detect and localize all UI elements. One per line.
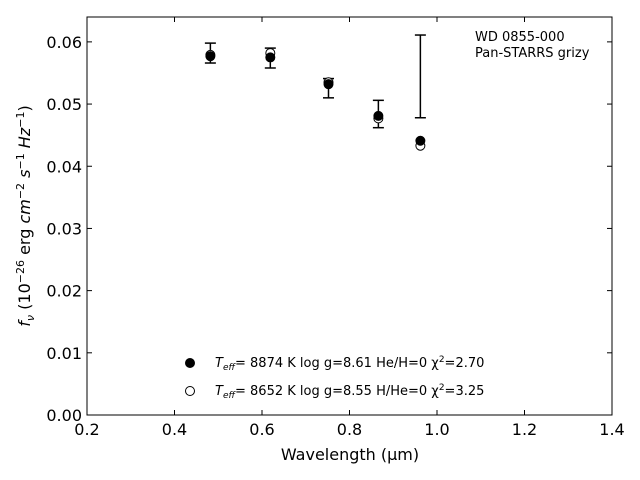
y-tick-label: 0.01	[46, 344, 82, 363]
error-bars	[204, 34, 426, 129]
x-tick-label: 0.2	[74, 420, 99, 439]
legend-marker-filled	[185, 358, 195, 368]
data-point-filled	[205, 51, 216, 62]
y-tick-label: 0.04	[46, 157, 82, 176]
x-tick-label: 1.2	[512, 420, 537, 439]
legend: Teff= 8874 K log g=8.61 He/H=0 χ2=2.70 T…	[185, 355, 484, 401]
legend-label-2: Teff= 8652 K log g=8.55 H/He=0 χ2=3.25	[215, 383, 484, 401]
y-tick-label: 0.05	[46, 95, 82, 114]
legend-marker-open	[185, 386, 195, 396]
axis-ticks: 0.2 0.4 0.6 0.8 1.0 1.2 1.4 0.00 0.01 0.02 0.03 0.0…	[46, 17, 625, 439]
x-tick-label: 0.8	[337, 420, 362, 439]
data-point-filled	[323, 79, 334, 90]
data-point-filled	[265, 52, 276, 63]
annotation-line-2: Pan-STARRS grizy	[475, 46, 590, 61]
annotation-line-1: WD 0855-000	[475, 30, 565, 45]
y-tick-label: 0.03	[46, 219, 82, 238]
x-tick-label: 1.0	[424, 420, 449, 439]
x-axis-title: Wavelength (μm)	[281, 445, 419, 464]
x-tick-label: 0.4	[162, 420, 187, 439]
y-tick-label: 0.00	[46, 406, 82, 425]
data-point-filled	[373, 110, 384, 121]
y-tick-label: 0.02	[46, 282, 82, 301]
legend-label-1: Teff= 8874 K log g=8.61 He/H=0 χ2=2.70	[215, 355, 484, 373]
y-axis-title: fν (10−26 erg cm−2 s−1 Hz−1)	[14, 105, 37, 326]
x-tick-label: 1.4	[599, 420, 624, 439]
x-tick-label: 0.6	[249, 420, 274, 439]
data-markers	[205, 48, 426, 151]
data-point-filled	[415, 135, 426, 146]
y-tick-label: 0.06	[46, 33, 82, 52]
